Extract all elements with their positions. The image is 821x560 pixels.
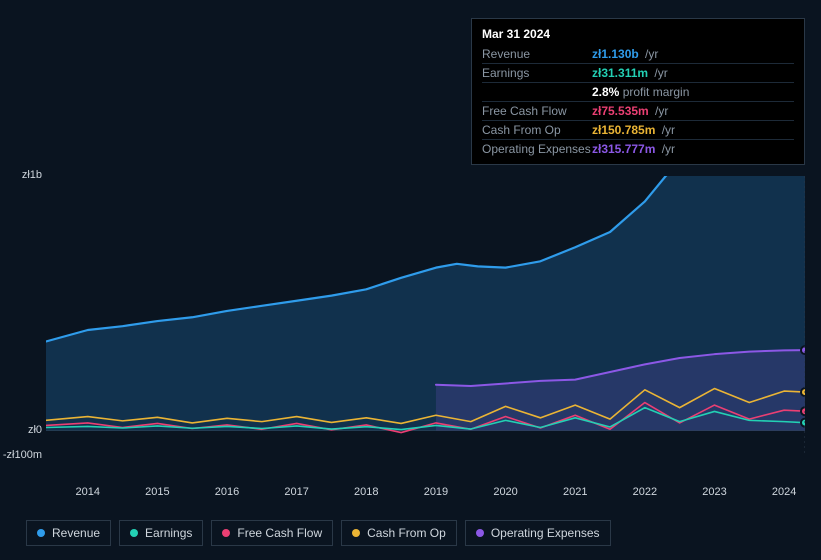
x-axis-label: 2015 xyxy=(145,486,169,498)
tooltip-row: Revenuezł1.130b /yr xyxy=(482,45,794,64)
tooltip-row-label: Revenue xyxy=(482,45,592,64)
tooltip-table: Revenuezł1.130b /yrEarningszł31.311m /yr… xyxy=(482,45,794,158)
x-axis-label: 2016 xyxy=(215,486,239,498)
tooltip-row-extra: 2.8% profit margin xyxy=(482,83,794,102)
x-axis-label: 2014 xyxy=(76,486,100,498)
chart-tooltip: Mar 31 2024 Revenuezł1.130b /yrEarningsz… xyxy=(471,18,805,165)
legend-item-revenue[interactable]: Revenue xyxy=(26,520,111,546)
tooltip-row-value: zł31.311m /yr xyxy=(592,64,794,83)
legend-item-fcf[interactable]: Free Cash Flow xyxy=(211,520,333,546)
x-axis-label: 2024 xyxy=(772,486,796,498)
y-axis-label: zł0 xyxy=(0,424,42,436)
legend-item-cfo[interactable]: Cash From Op xyxy=(341,520,457,546)
y-axis-label: -zł100m xyxy=(0,449,42,461)
legend-item-earnings[interactable]: Earnings xyxy=(119,520,203,546)
tooltip-row: Cash From Opzł150.785m /yr xyxy=(482,121,794,140)
legend-item-label: Cash From Op xyxy=(367,526,446,540)
legend-dot-icon xyxy=(476,529,484,537)
chart-plot[interactable] xyxy=(46,176,805,456)
x-axis-label: 2020 xyxy=(493,486,517,498)
chart-legend: Revenue Earnings Free Cash Flow Cash From O… xyxy=(26,520,611,546)
tooltip-row-label: Earnings xyxy=(482,64,592,83)
tooltip-date: Mar 31 2024 xyxy=(482,25,794,45)
tooltip-row: Free Cash Flowzł75.535m /yr xyxy=(482,102,794,121)
legend-item-label: Revenue xyxy=(52,526,100,540)
tooltip-row-value: zł75.535m /yr xyxy=(592,102,794,121)
x-axis-label: 2019 xyxy=(424,486,448,498)
tooltip-row-label: Free Cash Flow xyxy=(482,102,592,121)
tooltip-row-value: zł1.130b /yr xyxy=(592,45,794,64)
x-axis-label: 2022 xyxy=(633,486,657,498)
chart-container: Mar 31 2024 Revenuezł1.130b /yrEarningsz… xyxy=(0,0,821,560)
legend-item-label: Operating Expenses xyxy=(491,526,600,540)
tooltip-row-value: zł150.785m /yr xyxy=(592,121,794,140)
y-axis-label: zł1b xyxy=(0,169,42,181)
legend-item-opex[interactable]: Operating Expenses xyxy=(465,520,611,546)
tooltip-row-label: Operating Expenses xyxy=(482,140,592,159)
legend-dot-icon xyxy=(130,529,138,537)
legend-dot-icon xyxy=(222,529,230,537)
x-axis-label: 2018 xyxy=(354,486,378,498)
legend-dot-icon xyxy=(352,529,360,537)
tooltip-row-value: zł315.777m /yr xyxy=(592,140,794,159)
x-axis-label: 2021 xyxy=(563,486,587,498)
legend-dot-icon xyxy=(37,529,45,537)
x-axis-label: 2023 xyxy=(702,486,726,498)
tooltip-row: Operating Expenseszł315.777m /yr xyxy=(482,140,794,159)
legend-item-label: Free Cash Flow xyxy=(237,526,322,540)
legend-item-label: Earnings xyxy=(145,526,192,540)
tooltip-row-label: Cash From Op xyxy=(482,121,592,140)
x-axis-label: 2017 xyxy=(284,486,308,498)
tooltip-row: Earningszł31.311m /yr xyxy=(482,64,794,83)
